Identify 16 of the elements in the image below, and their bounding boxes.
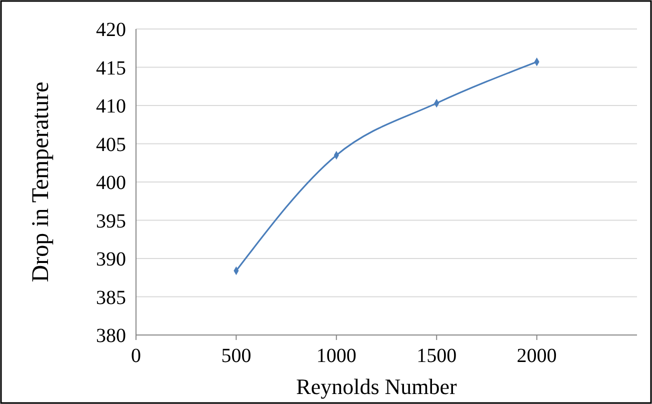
y-tick-label: 420 — [96, 19, 126, 41]
x-tick-label: 500 — [221, 345, 252, 367]
y-tick-label: 415 — [96, 57, 126, 80]
y-tick-label: 410 — [96, 96, 126, 118]
y-tick-label: 390 — [96, 248, 126, 270]
x-tick-label: 1500 — [416, 345, 457, 367]
x-tick-label: 2000 — [516, 345, 557, 367]
y-tick-label: 380 — [96, 325, 126, 347]
x-axis-title: Reynolds Number — [296, 374, 458, 399]
y-tick-label: 395 — [96, 210, 126, 232]
y-tick-label: 400 — [96, 172, 126, 194]
x-tick-label: 1000 — [316, 345, 356, 367]
x-tick-label: 0 — [131, 345, 141, 367]
y-tick-label: 405 — [96, 134, 126, 156]
y-axis-title: Drop in Temperature — [28, 82, 54, 282]
y-tick-label: 385 — [96, 286, 126, 309]
